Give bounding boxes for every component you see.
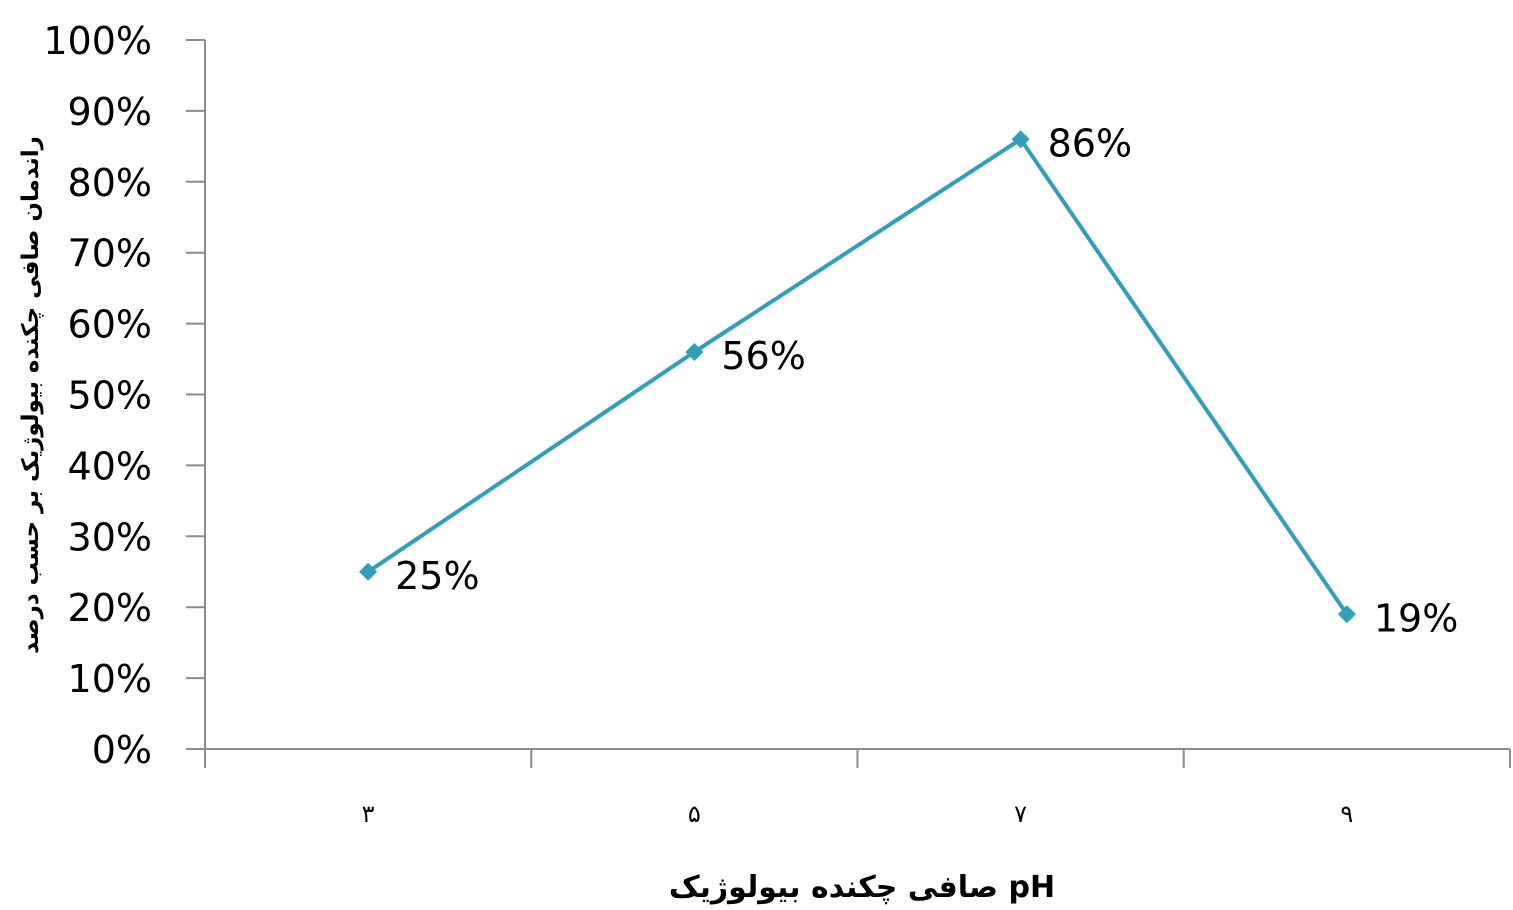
y-tick-label: 20%: [68, 586, 152, 630]
y-tick-label: 10%: [68, 657, 152, 701]
y-axis: 0% 10% 20% 30% 40% 50% 60% 70% 80% 90% 100%: [43, 19, 206, 772]
x-axis: ۳ ۵ ۷ ۹: [204, 748, 1511, 828]
data-point-marker: [1011, 130, 1030, 149]
data-label: 86%: [1048, 121, 1132, 165]
y-tick-label: 70%: [68, 232, 152, 276]
y-tick-label: 80%: [68, 161, 152, 205]
y-tick-label: 50%: [68, 374, 152, 418]
x-tick-label: ۹: [1340, 800, 1353, 828]
series-line-group: 25% 56% 86% 19%: [359, 121, 1458, 640]
data-label: 25%: [395, 554, 479, 598]
x-tick-label: ۳: [362, 800, 375, 828]
y-axis-title: راندمان صافی چکنده بیولوژیک بر حسب درصد: [18, 136, 44, 654]
data-point-marker: [359, 562, 378, 581]
x-axis-title: pH صافی چکنده بیولوژیک: [669, 870, 1055, 905]
y-tick-label: 60%: [68, 303, 152, 347]
series-line: [367, 136, 1349, 616]
y-tick-label: 100%: [43, 19, 152, 63]
y-tick-label: 30%: [68, 515, 152, 559]
data-point-marker: [685, 342, 704, 361]
data-point-marker: [1337, 605, 1356, 624]
x-tick-label: ۷: [1014, 800, 1027, 828]
y-tick-label: 40%: [68, 444, 152, 488]
y-tick-label: 90%: [68, 90, 152, 134]
x-tick-label: ۵: [688, 800, 701, 828]
data-label: 19%: [1374, 596, 1458, 640]
data-label: 56%: [721, 334, 805, 378]
y-tick-label: 0%: [92, 728, 152, 772]
